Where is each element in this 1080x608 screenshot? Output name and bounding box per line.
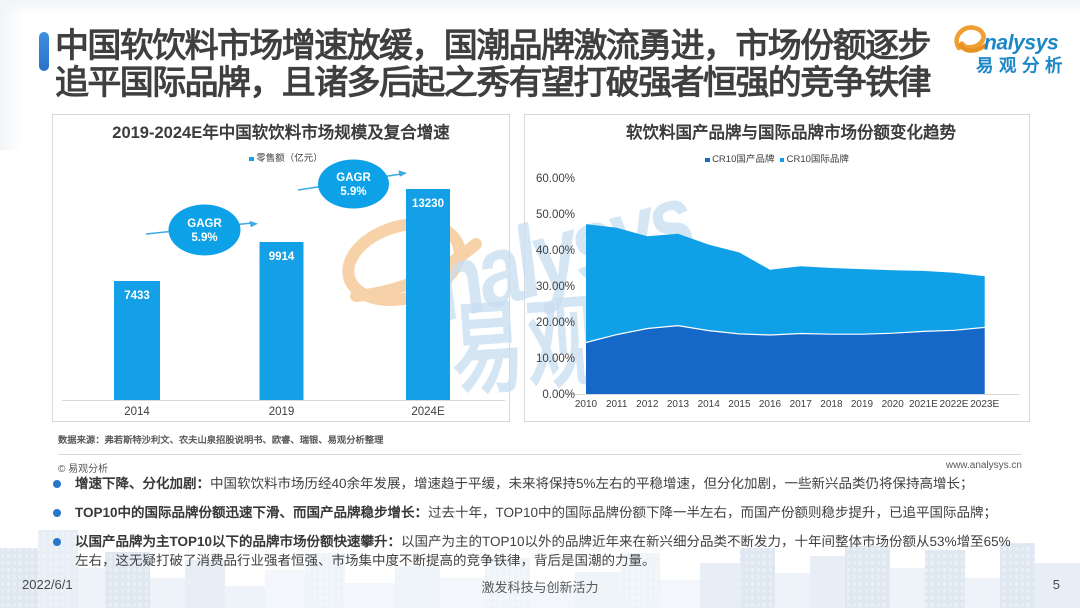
svg-text:易观分析: 易观分析 bbox=[976, 56, 1068, 76]
svg-text:易观: 易观 bbox=[448, 286, 607, 400]
svg-text:0.00%: 0.00% bbox=[542, 389, 575, 401]
svg-text:GAGR: GAGR bbox=[336, 172, 371, 184]
svg-text:7433: 7433 bbox=[124, 290, 150, 302]
svg-text:2018: 2018 bbox=[820, 399, 843, 410]
svg-text:2019: 2019 bbox=[851, 399, 874, 410]
svg-text:13230: 13230 bbox=[412, 198, 444, 210]
svg-text:2013: 2013 bbox=[667, 399, 690, 410]
svg-text:9914: 9914 bbox=[269, 251, 295, 263]
svg-text:10.00%: 10.00% bbox=[536, 353, 575, 365]
svg-text:30.00%: 30.00% bbox=[536, 281, 575, 293]
svg-text:2024E: 2024E bbox=[411, 406, 445, 418]
svg-text:5.9%: 5.9% bbox=[191, 232, 217, 244]
svg-text:5.9%: 5.9% bbox=[340, 186, 366, 198]
svg-text:2012: 2012 bbox=[636, 399, 659, 410]
svg-text:50.00%: 50.00% bbox=[536, 209, 575, 221]
svg-text:2015: 2015 bbox=[728, 399, 751, 410]
svg-text:2019: 2019 bbox=[269, 406, 295, 418]
svg-text:2010: 2010 bbox=[575, 399, 598, 410]
svg-text:2011: 2011 bbox=[606, 399, 628, 410]
svg-text:40.00%: 40.00% bbox=[536, 245, 575, 257]
svg-text:2023E: 2023E bbox=[970, 399, 999, 410]
svg-text:2017: 2017 bbox=[790, 399, 813, 410]
svg-text:GAGR: GAGR bbox=[187, 218, 222, 230]
svg-text:nalysys: nalysys bbox=[984, 32, 1058, 55]
svg-text:2014: 2014 bbox=[124, 406, 150, 418]
svg-text:2016: 2016 bbox=[759, 399, 782, 410]
svg-text:20.00%: 20.00% bbox=[536, 317, 575, 329]
svg-text:2022E: 2022E bbox=[940, 399, 969, 410]
svg-text:2014: 2014 bbox=[698, 399, 721, 410]
svg-text:2020: 2020 bbox=[882, 399, 905, 410]
svg-text:2021E: 2021E bbox=[909, 399, 938, 410]
svg-text:60.00%: 60.00% bbox=[536, 173, 575, 185]
